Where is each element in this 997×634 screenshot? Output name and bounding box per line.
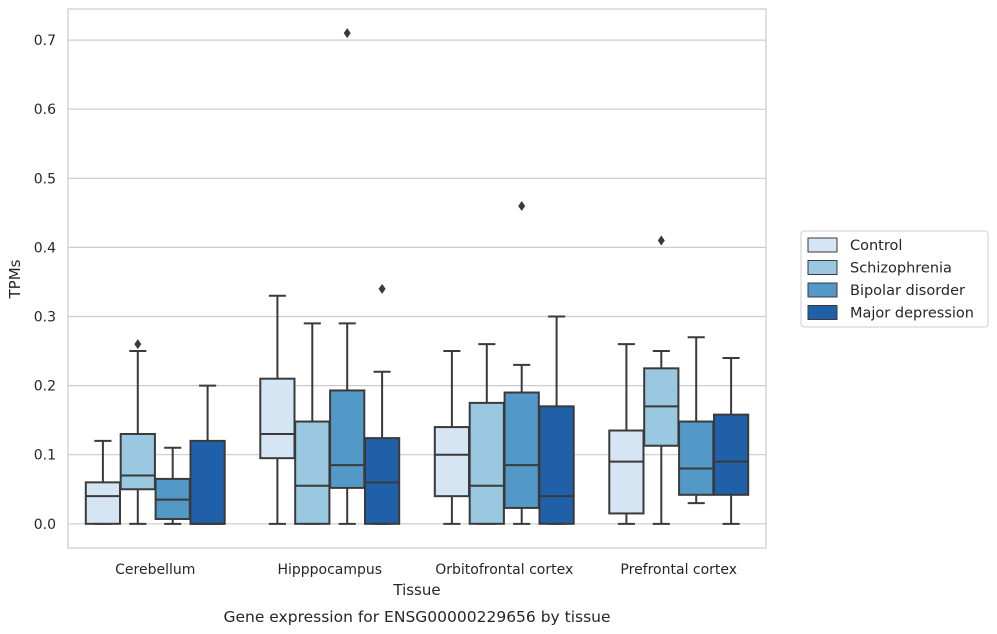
y-tick-label: 0.0 <box>34 517 56 533</box>
box <box>608 429 645 515</box>
y-tick-label: 0.2 <box>34 379 56 395</box>
box <box>503 391 540 509</box>
box <box>433 426 471 498</box>
box-group <box>259 294 296 525</box>
box <box>712 413 750 496</box>
box-group <box>468 343 505 525</box>
box <box>468 401 505 525</box>
box-group <box>433 350 471 525</box>
y-tick-label: 0.7 <box>34 33 56 49</box>
outlier-point <box>657 235 665 246</box>
box-group <box>363 283 401 525</box>
box-group <box>503 200 540 525</box>
plot-area-frame <box>67 8 767 549</box>
box-group <box>294 322 331 525</box>
box <box>189 439 226 525</box>
chart-caption: Gene expression for ENSG00000229656 by t… <box>223 608 610 626</box>
legend: Control Schizophrenia Bipolar disorder Majo… <box>800 230 989 328</box>
y-tick-label: 0.1 <box>34 448 56 464</box>
box-group <box>119 339 156 525</box>
x-tick-labels: Cerebellum Hipppocampus Orbitofrontal cort… <box>115 562 737 578</box>
y-tick-label: 0.6 <box>34 102 56 118</box>
box <box>363 437 401 525</box>
box <box>538 405 575 525</box>
legend-frame <box>800 230 989 328</box>
box-group <box>538 315 575 525</box>
y-tick-label: 0.3 <box>34 310 56 326</box>
outlier-point <box>343 28 351 39</box>
legend-swatch <box>807 260 838 275</box>
legend-label: Control <box>850 238 902 254</box>
y-tick-labels: 0.0 0.1 0.2 0.3 0.4 0.5 0.6 0.7 <box>34 33 56 533</box>
boxes <box>84 28 750 525</box>
x-axis-title: Tissue <box>392 581 440 599</box>
legend-label: Bipolar disorder <box>850 283 965 299</box>
box <box>259 377 296 460</box>
y-tick-label: 0.4 <box>34 240 56 256</box>
box-group <box>712 356 750 525</box>
legend-label: Major depression <box>850 306 974 322</box>
legend-swatch <box>807 282 838 298</box>
gridlines <box>68 39 766 525</box>
box-group <box>329 28 366 525</box>
box <box>329 389 366 489</box>
box-group <box>678 336 715 505</box>
box-group <box>608 343 645 525</box>
box-group <box>189 384 226 525</box>
box <box>84 481 122 525</box>
box-group <box>84 439 122 525</box>
box <box>119 432 156 491</box>
y-tick-label: 0.5 <box>34 171 56 187</box>
x-tick-label: Cerebellum <box>115 562 195 578</box>
x-tick-label: Hipppocampus <box>277 562 382 578</box>
legend-label: Schizophrenia <box>850 261 952 277</box>
x-tick-label: Prefrontal cortex <box>620 562 737 578</box>
outlier-point <box>134 339 142 350</box>
box <box>294 420 331 525</box>
box <box>678 420 715 496</box>
legend-swatch <box>807 237 838 253</box>
legend-swatch <box>807 305 838 320</box>
box-group <box>154 446 191 525</box>
outlier-point <box>378 283 386 294</box>
outlier-point <box>518 200 526 211</box>
x-tick-label: Orbitofrontal cortex <box>435 562 573 578</box>
y-axis-title: TPMs <box>6 259 24 299</box>
box-group <box>643 235 680 525</box>
